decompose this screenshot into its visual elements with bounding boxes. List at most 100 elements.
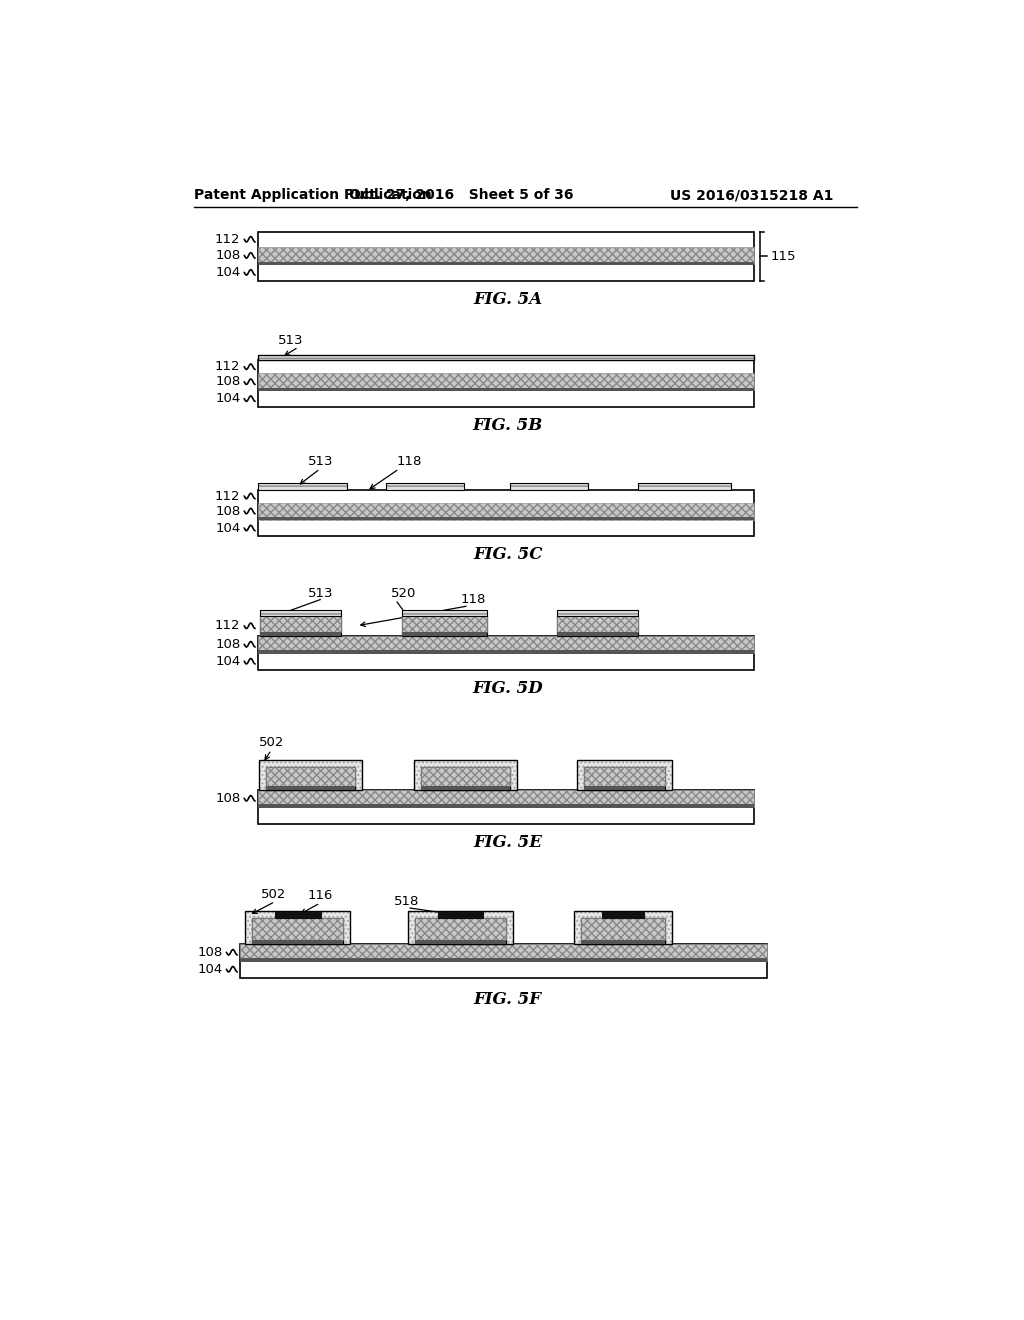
Bar (602, 912, 644, 919)
Bar (258, 388, 755, 391)
Text: FIG. 5D: FIG. 5D (472, 680, 543, 697)
Text: 108: 108 (215, 638, 241, 651)
Bar (401, 615, 486, 632)
Bar (258, 789, 755, 824)
Bar (241, 944, 767, 978)
Text: 108: 108 (198, 945, 222, 958)
Bar (258, 517, 755, 520)
Text: 104: 104 (215, 392, 241, 405)
Bar (584, 767, 665, 789)
Bar (421, 785, 510, 789)
Text: 115: 115 (770, 249, 796, 263)
Text: 104: 104 (215, 521, 241, 535)
Bar (266, 767, 355, 785)
Text: Patent Application Publication: Patent Application Publication (194, 189, 432, 202)
Text: FIG. 5C: FIG. 5C (473, 546, 543, 564)
Text: 520: 520 (390, 587, 416, 601)
Bar (415, 940, 506, 944)
Bar (245, 911, 350, 944)
Bar (557, 632, 638, 636)
Text: 108: 108 (215, 375, 241, 388)
Bar (241, 944, 767, 961)
Bar (414, 760, 517, 789)
Bar (258, 247, 755, 264)
Bar (557, 610, 638, 615)
Text: 104: 104 (198, 962, 222, 975)
Text: Oct. 27, 2016   Sheet 5 of 36: Oct. 27, 2016 Sheet 5 of 36 (349, 189, 573, 202)
Bar (245, 911, 350, 944)
Text: 112: 112 (215, 619, 241, 632)
Bar (258, 261, 755, 264)
Bar (574, 911, 672, 944)
Text: FIG. 5F: FIG. 5F (474, 991, 542, 1007)
Bar (266, 767, 355, 789)
Bar (557, 615, 638, 632)
Bar (577, 760, 584, 789)
Bar (258, 231, 755, 281)
Bar (258, 789, 755, 807)
Bar (401, 632, 486, 636)
Bar (258, 483, 347, 490)
Bar (252, 940, 343, 944)
Text: FIG. 5A: FIG. 5A (473, 290, 543, 308)
Bar (415, 919, 506, 940)
Bar (260, 615, 341, 632)
Text: 118: 118 (396, 455, 422, 469)
Bar (638, 483, 731, 490)
Bar (510, 483, 588, 490)
Text: 104: 104 (215, 265, 241, 279)
Bar (415, 919, 506, 944)
Text: 112: 112 (215, 360, 241, 374)
Text: 112: 112 (215, 490, 241, 503)
Bar (258, 503, 755, 520)
Bar (414, 760, 421, 789)
Bar (557, 610, 638, 615)
Text: 112: 112 (215, 232, 241, 246)
Text: 108: 108 (215, 504, 241, 517)
Bar (577, 760, 672, 789)
Text: 502: 502 (261, 888, 287, 902)
Text: 108: 108 (215, 249, 241, 261)
Text: 108: 108 (215, 792, 241, 805)
Text: 118: 118 (460, 593, 485, 606)
Bar (401, 610, 486, 615)
Bar (386, 483, 464, 490)
Bar (259, 760, 362, 789)
Bar (401, 610, 486, 615)
Bar (582, 919, 665, 940)
Bar (258, 651, 755, 653)
Bar (260, 610, 341, 615)
Bar (638, 483, 731, 490)
Text: 513: 513 (278, 334, 303, 347)
Bar (258, 374, 755, 391)
Text: 518: 518 (394, 895, 420, 908)
Bar (260, 632, 341, 636)
Bar (260, 615, 341, 636)
Bar (408, 911, 513, 944)
Bar (260, 610, 341, 615)
Bar (259, 760, 362, 789)
Bar (584, 785, 665, 789)
Text: 513: 513 (307, 587, 333, 601)
Bar (274, 912, 321, 919)
Text: 104: 104 (215, 655, 241, 668)
Bar (241, 958, 767, 961)
Bar (258, 355, 755, 360)
Bar (414, 760, 517, 789)
Bar (574, 911, 672, 944)
Bar (258, 490, 755, 536)
Bar (259, 760, 266, 789)
Bar (386, 483, 464, 490)
Bar (584, 767, 665, 785)
Bar (258, 636, 755, 669)
Bar (557, 615, 638, 636)
Bar (401, 615, 486, 636)
Text: FIG. 5B: FIG. 5B (473, 417, 543, 434)
Text: 116: 116 (307, 888, 333, 902)
Bar (408, 911, 513, 944)
Text: US 2016/0315218 A1: US 2016/0315218 A1 (671, 189, 834, 202)
Text: 502: 502 (259, 737, 284, 750)
Bar (582, 940, 665, 944)
Bar (510, 483, 588, 490)
Bar (258, 360, 755, 407)
